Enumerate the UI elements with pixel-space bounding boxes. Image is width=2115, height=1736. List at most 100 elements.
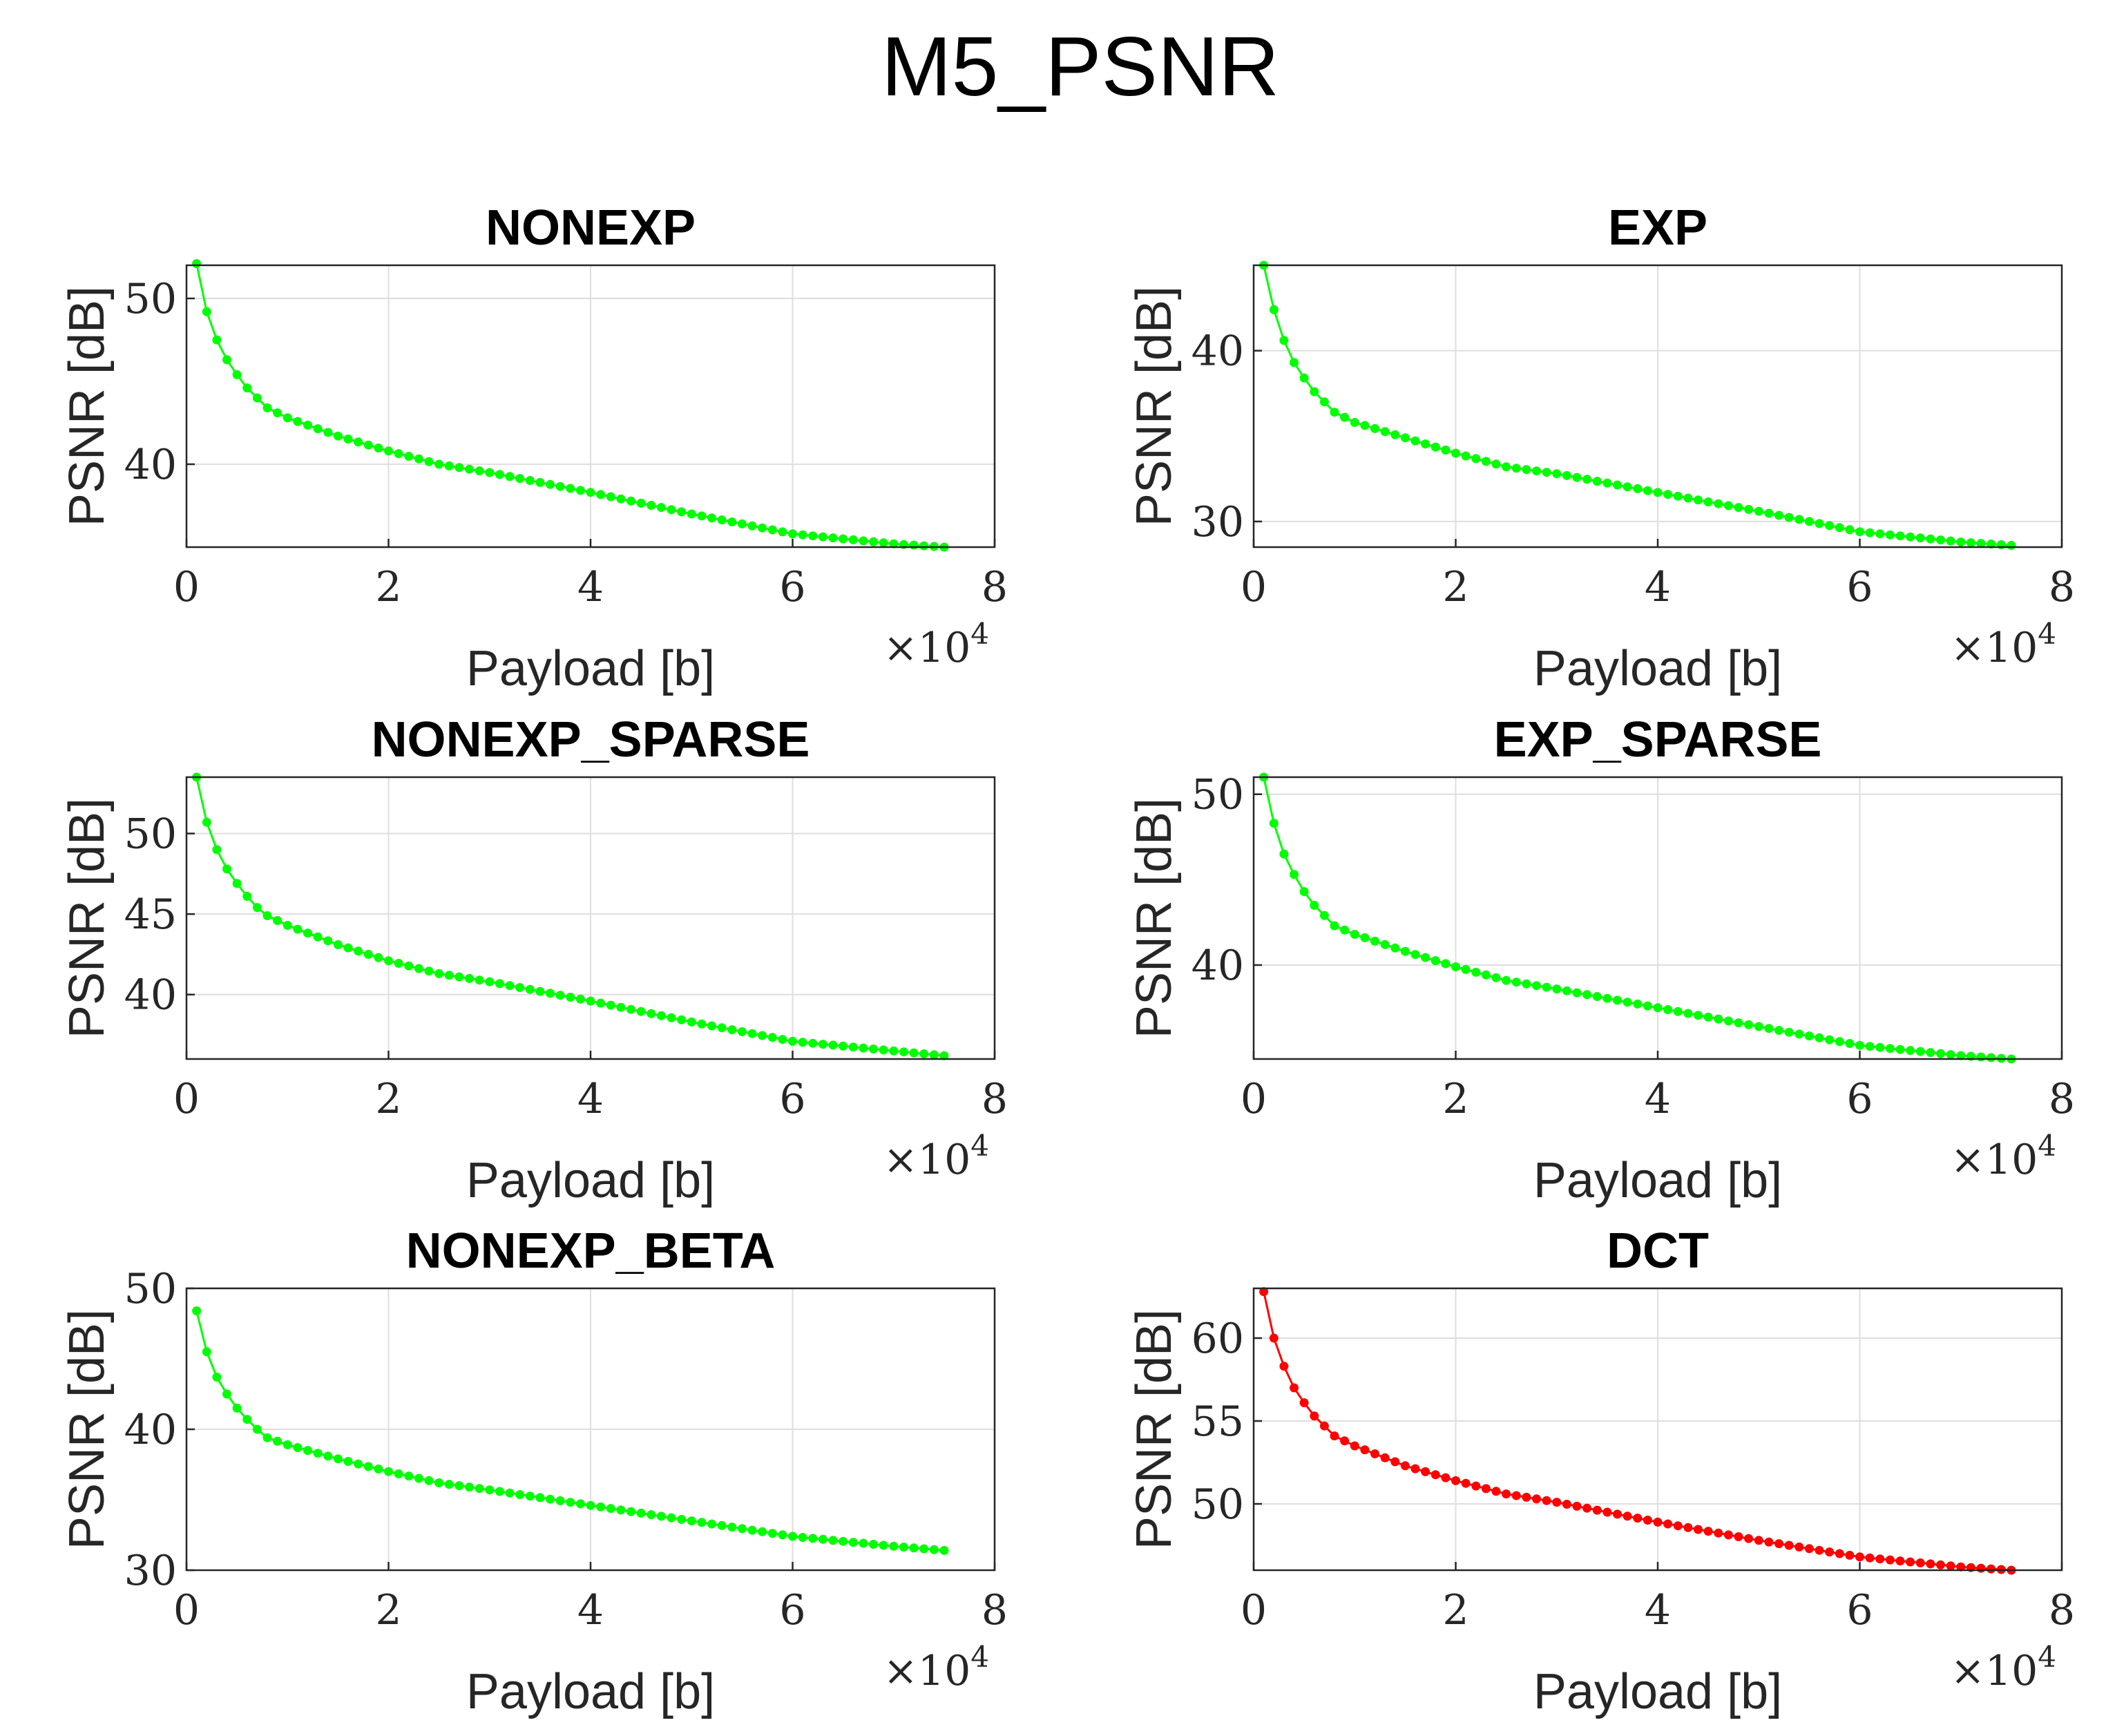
data-point <box>1643 1001 1652 1011</box>
y-axis-label: PSNR [dB] <box>1127 1309 1182 1549</box>
data-point <box>1633 999 1643 1009</box>
data-point <box>1643 486 1652 495</box>
data-point <box>1976 1563 1986 1573</box>
y-tick-label: 50 <box>1192 771 1244 819</box>
data-point <box>343 435 353 443</box>
subplot-nonexp: 0 2 4 6 8 40 50 ×104 Payload [b] PSNR [dB] NONEXP <box>59 200 1008 696</box>
data-point <box>1613 995 1622 1005</box>
data-point <box>293 924 303 934</box>
data-point <box>626 1507 635 1516</box>
data-point <box>515 474 525 484</box>
subplot-nonexp-sparse: 0 2 4 6 8 40 45 50 ×104 Payload [b] PSNR [dB] NONEX… <box>59 712 1008 1208</box>
data-point <box>1491 973 1501 982</box>
data-point <box>1976 539 1986 549</box>
data-point <box>546 479 555 489</box>
data-point <box>737 1524 747 1534</box>
y-tick-label: 60 <box>1192 1315 1244 1363</box>
data-point <box>2007 541 2016 550</box>
data-point <box>909 1543 919 1553</box>
figure-title: M5_PSNR <box>881 19 1279 113</box>
data-point <box>656 1511 666 1521</box>
y-axis-label: PSNR [dB] <box>1127 798 1182 1038</box>
data-point <box>363 1462 373 1471</box>
data-point <box>404 452 414 461</box>
data-point <box>273 1436 283 1446</box>
data-point <box>1421 953 1430 962</box>
data-point <box>1380 427 1390 437</box>
data-point <box>232 1403 242 1413</box>
data-point <box>212 1373 222 1382</box>
x-tick-label: 0 <box>1241 1075 1267 1123</box>
data-point <box>1592 992 1602 1001</box>
x-tick-label: 0 <box>173 1586 200 1634</box>
data-point <box>1279 336 1289 345</box>
data-point <box>1915 1558 1925 1567</box>
data-point <box>1532 1494 1541 1504</box>
data-point <box>242 892 252 901</box>
data-point <box>687 1516 696 1526</box>
data-point <box>859 1043 868 1053</box>
data-point <box>1703 1012 1713 1022</box>
x-tick-label: 2 <box>375 563 401 611</box>
data-point <box>889 539 899 549</box>
series-markers-exp <box>1259 260 2016 550</box>
data-point <box>1370 1449 1379 1458</box>
subplot-exp-sparse: 0 2 4 6 8 40 50 ×104 Payload [b] PSNR [dB] EXP_SPA… <box>1127 712 2075 1208</box>
data-point <box>1845 1550 1855 1560</box>
y-tick-label: 40 <box>124 1406 177 1454</box>
data-point <box>1895 1045 1905 1054</box>
data-point <box>1906 1557 1915 1567</box>
data-point <box>606 1000 615 1010</box>
data-point <box>1804 1544 1814 1554</box>
data-point <box>1279 849 1289 859</box>
data-point <box>899 1047 908 1057</box>
subplot-title: DCT <box>1607 1223 1709 1279</box>
x-tick-label: 4 <box>577 1586 604 1634</box>
data-point <box>1723 1530 1733 1540</box>
data-point <box>1481 970 1491 980</box>
data-point <box>1522 1492 1531 1502</box>
data-point <box>1451 1476 1460 1485</box>
data-point <box>313 932 323 942</box>
data-point <box>1865 528 1875 537</box>
data-point <box>434 969 444 978</box>
data-point <box>1895 531 1905 541</box>
data-point <box>283 1440 292 1449</box>
data-point <box>1764 508 1774 518</box>
data-point <box>323 428 333 437</box>
data-point <box>363 950 373 959</box>
data-point <box>1592 477 1602 486</box>
data-point <box>818 532 827 542</box>
data-point <box>1441 1473 1451 1482</box>
x-tick-label: 6 <box>1846 1075 1873 1123</box>
data-point <box>1784 1541 1794 1550</box>
data-point <box>1491 1487 1501 1496</box>
data-point <box>1885 530 1895 540</box>
data-point <box>1815 519 1824 528</box>
data-point <box>1582 475 1592 484</box>
data-point <box>505 1488 515 1498</box>
data-point <box>1562 1500 1571 1509</box>
y-axis-label: PSNR [dB] <box>1127 286 1182 526</box>
data-point <box>535 986 545 996</box>
data-point <box>262 911 272 920</box>
data-point <box>697 1019 707 1029</box>
data-point <box>647 1009 656 1018</box>
data-point <box>717 1520 727 1530</box>
data-point <box>465 464 474 474</box>
data-point <box>586 996 595 1006</box>
data-point <box>1532 981 1541 991</box>
data-point <box>566 993 575 1002</box>
data-point <box>1310 901 1319 910</box>
data-point <box>1279 1362 1289 1371</box>
y-tick-label: 50 <box>1192 1480 1244 1529</box>
data-point <box>1481 1484 1491 1494</box>
data-point <box>1815 1545 1824 1555</box>
data-point <box>1734 1532 1743 1541</box>
x-tick-label: 2 <box>1442 1075 1468 1123</box>
series-markers-dct <box>1259 1287 2016 1575</box>
y-tick-label: 40 <box>124 971 177 1020</box>
data-point <box>707 1519 716 1529</box>
data-point <box>333 940 343 949</box>
data-point <box>697 511 707 521</box>
